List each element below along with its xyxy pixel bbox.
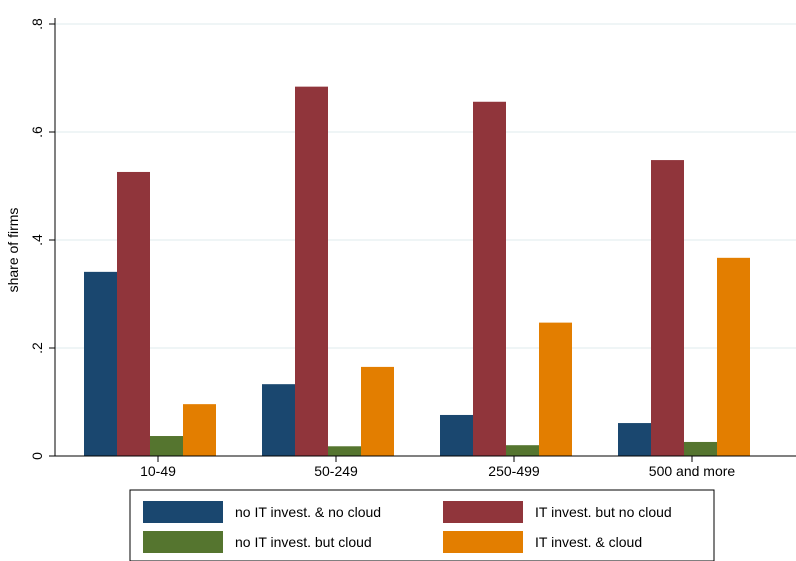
legend-label-1: no IT invest. & no cloud [235,504,381,520]
legend: no IT invest. & no cloud IT invest. but n… [129,489,715,561]
y-tick-label-1: .2 [29,342,45,354]
y-ticks: 0 .2 .4 .6 .8 [29,18,55,460]
bar-1-2 [117,171,150,456]
legend-swatch-2 [443,501,523,523]
y-tick-label-0: 0 [29,452,45,460]
bar-3-1 [440,414,473,456]
bar-1-4 [183,404,216,456]
bar-3-4 [539,322,572,456]
y-tick-label-2: .4 [29,234,45,246]
axes: 0 .2 .4 .6 .8 10-49 50-249 250-499 500 and more… [5,18,796,479]
gridlines [55,23,796,349]
x-tick-label-2: 250-499 [488,463,540,479]
legend-label-4: IT invest. & cloud [535,534,642,550]
y-tick-label-4: .8 [29,18,45,30]
legend-swatch-1 [143,501,223,523]
bar-2-3 [328,446,361,456]
legend-label-3: no IT invest. but cloud [235,534,372,550]
legend-box [129,489,715,561]
bars [84,86,750,456]
x-tick-label-0: 10-49 [140,463,176,479]
bar-1-1 [84,271,117,456]
bar-3-3 [506,445,539,456]
x-tick-label-1: 50-249 [314,463,358,479]
x-ticks: 10-49 50-249 250-499 500 and more [140,456,735,479]
legend-label-2: IT invest. but no cloud [535,504,672,520]
y-tick-label-3: .6 [29,126,45,138]
bar-3-2 [473,101,506,456]
bar-4-4 [717,257,750,456]
bar-4-2 [651,160,684,456]
bar-4-3 [684,441,717,456]
bar-2-1 [262,384,295,456]
bar-4-1 [618,423,651,456]
bar-2-4 [361,366,394,456]
bar-2-2 [295,86,328,456]
legend-swatch-3 [143,531,223,553]
y-axis-title: share of firms [5,208,21,293]
legend-swatch-4 [443,531,523,553]
bar-1-3 [150,436,183,456]
x-tick-label-3: 500 and more [649,463,736,479]
